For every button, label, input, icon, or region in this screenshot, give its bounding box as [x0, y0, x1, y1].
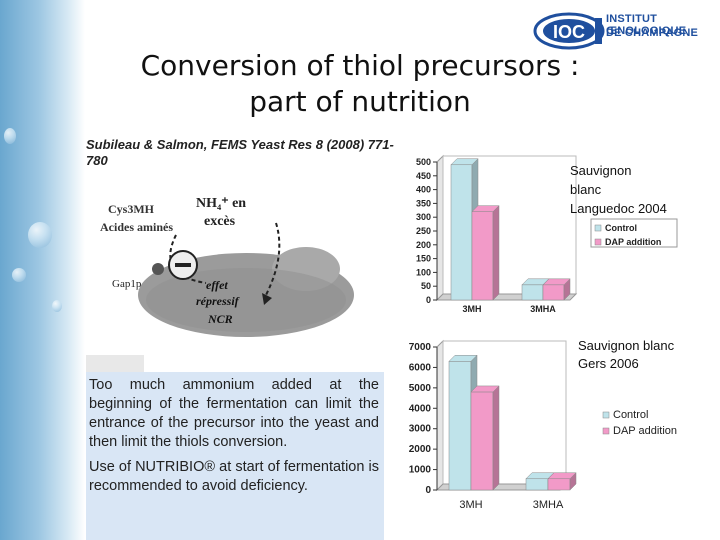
c1-ytick-label-10: 500: [416, 157, 431, 167]
c2-legend-swatch-0: [602, 411, 610, 419]
c1-bar-top-3MH-1: [471, 205, 500, 212]
c2-ytick-label-1: 1000: [409, 465, 432, 476]
c1-ytick-label-9: 450: [416, 171, 431, 181]
c1-ytick-label-0: 0: [426, 295, 431, 305]
c2-ytick-label-3: 3000: [409, 424, 432, 435]
c1-legend-swatch-1: [594, 238, 602, 246]
c1-ytick-label-7: 350: [416, 198, 431, 208]
c2-bar-top-3MH-0: [448, 355, 478, 362]
c2-bar-top-3MHA-1: [547, 472, 577, 480]
c1-ytick-label-6: 300: [416, 212, 431, 222]
chart1-note: Sauvignon blanc Languedoc 2004: [570, 161, 667, 218]
c1-bar-3MHA-0: [521, 284, 544, 301]
c2-ytick-label-6: 6000: [409, 362, 432, 373]
chart2-note: Sauvignon blanc Gers 2006: [578, 337, 674, 373]
diagram-ncr: NCR: [207, 312, 233, 326]
diagram-aa: Acides aminés: [100, 220, 173, 234]
c1-category-3MHA: 3MHA: [530, 304, 556, 314]
diagram-exces: excès: [204, 214, 236, 229]
water-drop-2: [28, 222, 52, 248]
c1-legend-label-0: Control: [605, 223, 637, 233]
chart2-note-line-2: Gers 2006: [578, 356, 639, 371]
c2-category-3MHA: 3MHA: [533, 499, 564, 511]
chart1-note-line-3: Languedoc 2004: [570, 201, 667, 216]
c1-legend-label-1: DAP addition: [605, 237, 661, 247]
diagram-effet: effet: [206, 278, 228, 292]
c1-bar-3MH-1: [471, 211, 494, 301]
c2-bar-3MHA-0: [525, 478, 549, 491]
c2-bar-3MH-1: [470, 391, 494, 491]
c2-category-3MH: 3MH: [459, 499, 482, 511]
c2-bar-side-3MH-1: [492, 385, 500, 491]
title-line-2: part of nutrition: [249, 85, 471, 118]
c1-ytick-label-1: 50: [421, 281, 431, 291]
c2-ytick-label-4: 4000: [409, 403, 432, 414]
diagram-cys: Cys3MH: [108, 202, 155, 216]
logo-mark: IOC: [553, 22, 585, 42]
c1-bar-3MH-0: [450, 164, 473, 301]
water-drop-3: [12, 268, 26, 282]
page-title: Conversion of thiol precursors : part of…: [110, 48, 610, 120]
c1-ytick-label-8: 400: [416, 185, 431, 195]
text-box: Too much ammonium added at the beginning…: [86, 372, 384, 540]
diagram-gap: Gap1p: [112, 278, 142, 290]
citation: Subileau & Salmon, FEMS Yeast Res 8 (200…: [86, 137, 394, 168]
text-paragraph-2: Use of NUTRIBIO® at start of fermentatio…: [89, 459, 379, 494]
c1-bar-top-3MHA-1: [542, 278, 571, 286]
c1-ytick-label-2: 100: [416, 267, 431, 277]
c2-bar-top-3MH-1: [470, 385, 500, 393]
chart1-note-line-2: blanc: [570, 182, 602, 197]
yeast-diagram: NH₄⁺ en excès Cys3MH Acides aminés Gap1p…: [100, 196, 354, 337]
logo-line1: INSTITUT ŒNOLOGIQUE: [606, 13, 687, 37]
c2-bar-3MHA-1: [547, 478, 571, 491]
chart-languedoc: 0 50 100 150 200 250 300 350 400 450 500 3MH 3MHA Con…: [416, 154, 678, 314]
c1-ytick-label-5: 250: [416, 226, 431, 236]
c2-ytick-label-2: 2000: [409, 444, 432, 455]
diagram-nh4: NH₄⁺ en: [196, 196, 246, 211]
c2-wall-side: [436, 339, 444, 492]
diagram-repressif: répressif: [196, 294, 240, 308]
c2-ytick-label-0: 0: [425, 485, 431, 496]
chart-gers: 0 1000 2000 3000 4000 5000 6000 7000 3MH 3MHA Cont…: [409, 339, 677, 511]
c2-legend-label-1: DAP addition: [613, 425, 677, 437]
c2-ytick-label-7: 7000: [409, 342, 432, 353]
water-drop-4: [52, 300, 62, 312]
chart1-note-line-1: Sauvignon: [570, 163, 632, 178]
c1-ytick-label-3: 150: [416, 254, 431, 264]
c1-wall-side: [436, 154, 444, 302]
c1-legend-box: [590, 218, 678, 248]
c2-legend-label-0: Control: [613, 409, 648, 421]
c1-ytick-label-4: 200: [416, 240, 431, 250]
c2-bar-3MH-0: [448, 361, 472, 491]
c2-ytick-label-5: 5000: [409, 383, 432, 394]
chart2-note-line-1: Sauvignon blanc: [578, 338, 675, 353]
c1-category-3MH: 3MH: [462, 304, 481, 314]
institute-logo: IOC: [533, 12, 605, 50]
c2-legend-swatch-1: [602, 427, 610, 435]
c1-bar-3MHA-1: [542, 284, 565, 301]
logo-line2: DE CHAMPAGNE: [606, 27, 699, 39]
c1-legend-swatch-0: [594, 224, 602, 232]
title-line-1: Conversion of thiol precursors :: [140, 49, 580, 82]
c1-bar-top-3MH-0: [450, 158, 479, 166]
c1-bar-side-3MH-1: [492, 205, 500, 301]
text-paragraph-1: Too much ammonium added at the beginning…: [89, 377, 379, 450]
water-drop-1: [4, 128, 16, 144]
